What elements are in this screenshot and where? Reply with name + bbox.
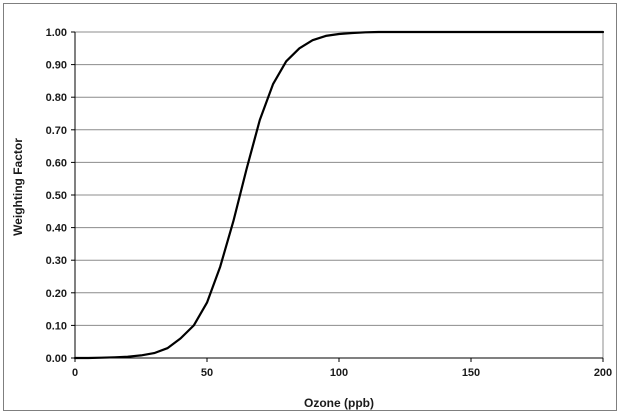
x-tick-labels: 0 50 100 150 200	[72, 367, 612, 379]
y-tick-label: 0.30	[46, 255, 67, 267]
y-tick-label: 0.80	[46, 92, 67, 104]
y-tick-label: 0.60	[46, 157, 67, 169]
y-tick-label: 0.10	[46, 320, 67, 332]
chart-frame	[3, 3, 617, 411]
x-tick-label: 100	[330, 367, 348, 379]
x-tick-label: 200	[594, 367, 612, 379]
x-tick-label: 50	[201, 367, 213, 379]
x-axis-title: Ozone (ppb)	[304, 396, 374, 410]
y-tick-label: 0.50	[46, 190, 67, 202]
y-tick-label: 0.70	[46, 125, 67, 137]
y-tick-label: 0.40	[46, 223, 67, 235]
y-tick-label: 0.90	[46, 60, 67, 72]
y-tick-label: 1.00	[46, 27, 67, 39]
series-layer	[73, 30, 605, 360]
x-tick-label: 150	[462, 367, 480, 379]
y-axis-title: Weighting Factor	[11, 138, 25, 236]
axes	[71, 31, 604, 362]
x-tick-label: 0	[72, 367, 78, 379]
grid-lines	[75, 31, 604, 358]
y-tick-label: 0.20	[46, 288, 67, 300]
y-tick-label: 0.00	[46, 353, 67, 365]
y-tick-labels: 0.00 0.10 0.20 0.30 0.40 0.50 0.60 0.70 0.80 0.90…	[46, 27, 67, 365]
series-line	[73, 30, 605, 360]
